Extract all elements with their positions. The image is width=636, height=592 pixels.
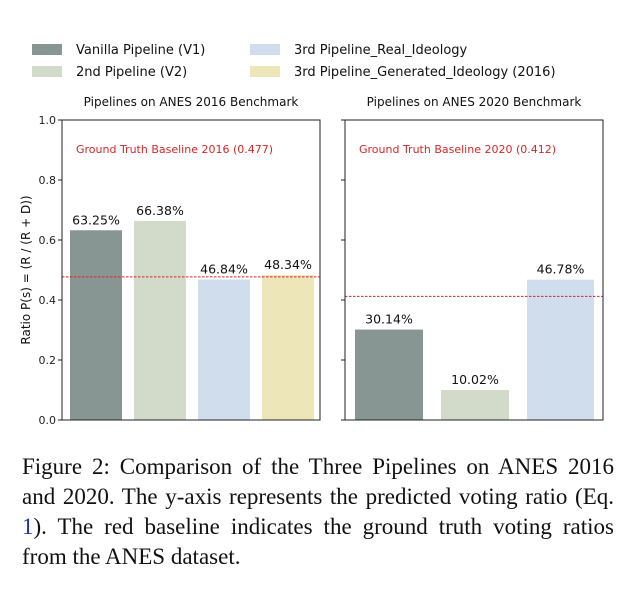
figure-canvas: Vanilla Pipeline (V1) 2nd Pipeline (V2) 3r… xyxy=(19,43,604,427)
legend-swatch-2 xyxy=(32,66,62,77)
baseline-label: Ground Truth Baseline 2016 (0.477) xyxy=(76,143,273,156)
legend-label-4: 3rd Pipeline_Generated_Ideology (2016) xyxy=(294,65,556,80)
bar-value-label-2: 66.38% xyxy=(136,203,184,218)
equation-reference-link[interactable]: 1 xyxy=(22,514,34,539)
y-axis-label: Ratio P(s) = (R / (R + D)) xyxy=(19,195,33,344)
bar-2 xyxy=(134,220,186,420)
bar-value-label-2: 10.02% xyxy=(451,372,499,387)
bar-4 xyxy=(262,274,314,420)
y-tick-label-3: 0.4 xyxy=(39,294,57,307)
bar-value-label-1: 63.25% xyxy=(72,212,120,227)
legend-label-1: Vanilla Pipeline (V1) xyxy=(76,43,205,58)
legend-swatch-4 xyxy=(250,66,280,77)
y-tick-label-6: 1.0 xyxy=(39,114,57,127)
baseline-label: Ground Truth Baseline 2020 (0.412) xyxy=(359,143,556,156)
y-tick-label-4: 0.6 xyxy=(39,234,57,247)
chart-title-2: Pipelines on ANES 2020 Benchmark xyxy=(367,95,582,109)
bar-value-label-4: 48.34% xyxy=(264,257,312,272)
bar-1 xyxy=(355,329,423,420)
bar-1 xyxy=(70,230,122,420)
bar-value-label-3: 46.78% xyxy=(537,262,585,277)
bar-3 xyxy=(527,279,594,420)
legend-swatch-3 xyxy=(250,44,280,55)
y-tick-label-1: 0.0 xyxy=(39,414,57,427)
legend-label-2: 2nd Pipeline (V2) xyxy=(76,65,187,80)
chart-panel-2020: Pipelines on ANES 2020 Benchmark 30.14% 10… xyxy=(341,95,604,421)
bar-value-label-3: 46.84% xyxy=(200,261,248,276)
legend: Vanilla Pipeline (V1) 2nd Pipeline (V2) 3r… xyxy=(32,43,556,80)
caption-text-start: Figure 2: Comparison of the Three Pipeli… xyxy=(22,454,614,509)
plot-frame xyxy=(344,119,604,421)
bar-value-label-1: 30.14% xyxy=(365,312,413,327)
figure-caption: Figure 2: Comparison of the Three Pipeli… xyxy=(22,452,614,572)
plot-frame xyxy=(61,119,321,421)
bar-3 xyxy=(198,279,250,420)
chart-title-1: Pipelines on ANES 2016 Benchmark xyxy=(84,95,299,109)
legend-label-3: 3rd Pipeline_Real_Ideology xyxy=(294,43,468,58)
legend-swatch-1 xyxy=(32,44,62,55)
y-tick-label-5: 0.8 xyxy=(39,174,57,187)
chart-panel-2016: Pipelines on ANES 2016 Benchmark 63.25% 66… xyxy=(19,95,321,427)
y-tick-label-2: 0.2 xyxy=(39,354,57,367)
caption-text-end: ). The red baseline indicates the ground… xyxy=(22,514,614,569)
bar-2 xyxy=(441,389,509,420)
